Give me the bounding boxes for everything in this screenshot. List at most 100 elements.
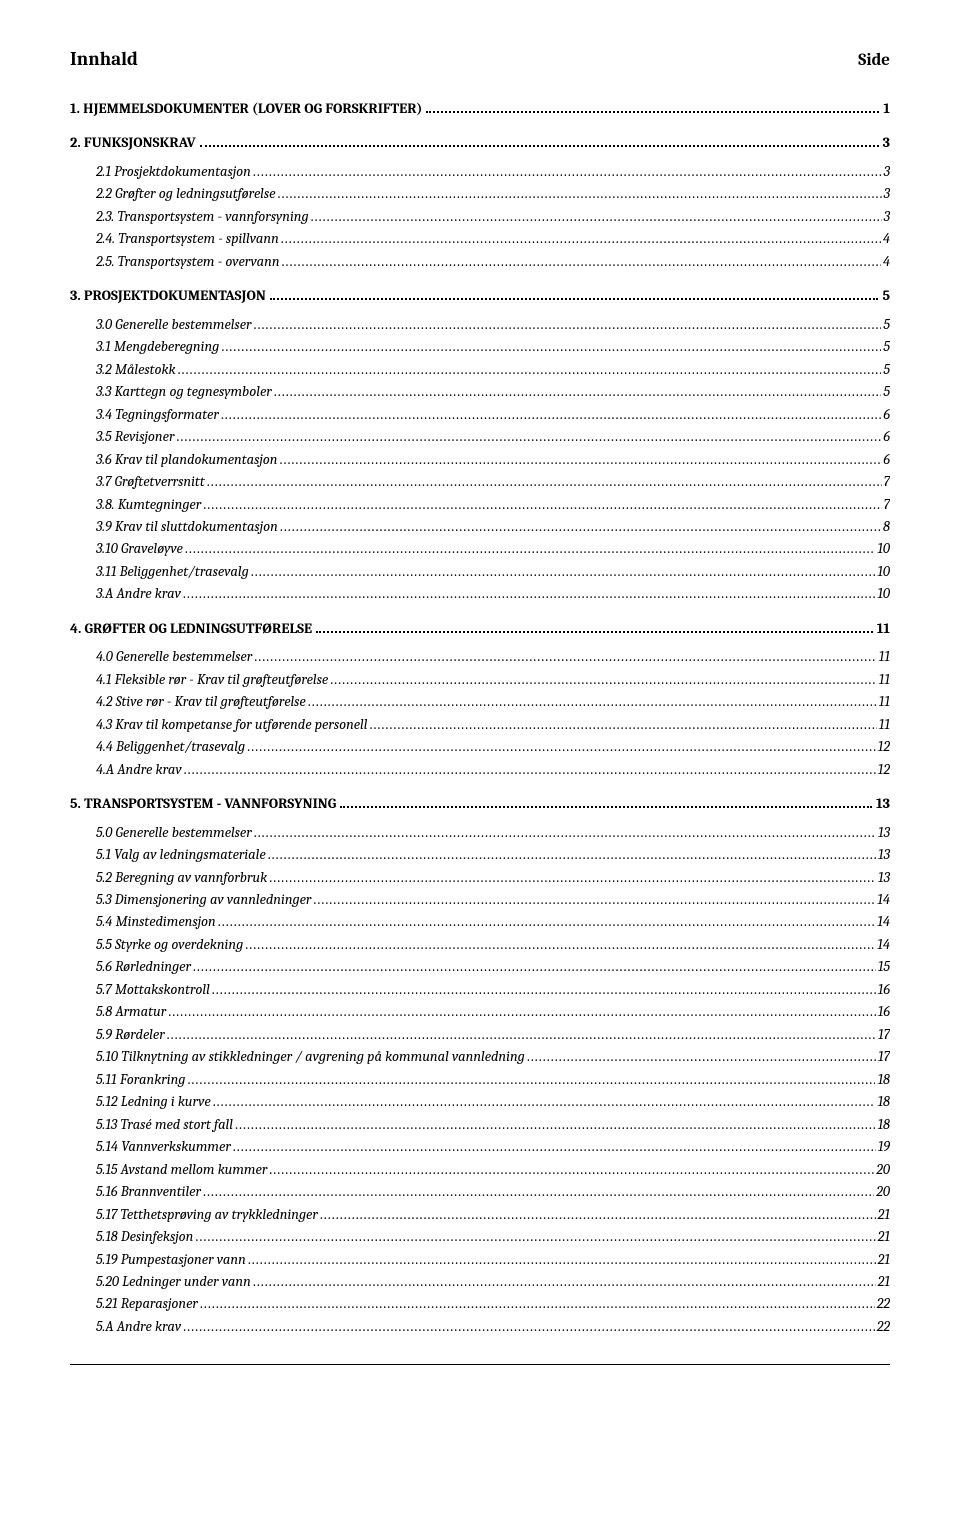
toc-entry-sub[interactable]: 2.4. Transportsystem - spillvann 4 bbox=[70, 228, 890, 250]
toc-entry-sub[interactable]: 3.8. Kumtegninger 7 bbox=[70, 494, 890, 516]
toc-entry-sub[interactable]: 3.0 Generelle bestemmelser 5 bbox=[70, 314, 890, 336]
toc-entry-sub[interactable]: 2.5. Transportsystem - overvann 4 bbox=[70, 251, 890, 273]
toc-leader-dots bbox=[268, 844, 876, 866]
toc-leader-dots bbox=[270, 288, 879, 300]
toc-entry-sub[interactable]: 4.A Andre krav 12 bbox=[70, 759, 890, 781]
toc-entry-sub[interactable]: 5.12 Ledning i kurve 18 bbox=[70, 1091, 890, 1113]
toc-entry-sub[interactable]: 3.2 Målestokk 5 bbox=[70, 359, 890, 381]
toc-entry-top[interactable]: 5. TRANSPORTSYSTEM - VANNFORSYNING 13 bbox=[70, 793, 890, 815]
toc-leader-dots bbox=[221, 404, 882, 426]
toc-entry-sub[interactable]: 5.0 Generelle bestemmelser 13 bbox=[70, 822, 890, 844]
toc-leader-dots bbox=[200, 1293, 875, 1315]
toc-leader-dots bbox=[253, 161, 882, 183]
toc-entry-label: 3.0 Generelle bestemmelser bbox=[96, 314, 251, 336]
toc-entry-sub[interactable]: 5.17 Tetthetsprøving av trykkledninger 2… bbox=[70, 1204, 890, 1226]
toc-entry-label: 4.3 Krav til kompetanse for utførende pe… bbox=[96, 714, 367, 736]
toc-entry-label: 4.0 Generelle bestemmelser bbox=[96, 646, 252, 668]
toc-entry-label: 2.2 Grøfter og ledningsutførelse bbox=[96, 183, 275, 205]
toc-entry-page: 15 bbox=[878, 956, 890, 978]
toc-entry-page: 4 bbox=[883, 251, 890, 273]
toc-entry-sub[interactable]: 4.2 Stive rør - Krav til grøfteutførelse… bbox=[70, 691, 890, 713]
toc-entry-sub[interactable]: 4.1 Fleksible rør - Krav til grøfteutfør… bbox=[70, 669, 890, 691]
toc-entry-sub[interactable]: 5.19 Pumpestasjoner vann 21 bbox=[70, 1249, 890, 1271]
footer-divider bbox=[70, 1364, 890, 1365]
toc-entry-label: 3.5 Revisjoner bbox=[96, 426, 174, 448]
toc-entry-label: 5.20 Ledninger under vann bbox=[96, 1271, 251, 1293]
toc-entry-page: 18 bbox=[877, 1069, 890, 1091]
toc-entry-label: 5.16 Brannventiler bbox=[96, 1181, 201, 1203]
toc-leader-dots bbox=[320, 1204, 876, 1226]
toc-entry-page: 4 bbox=[883, 228, 890, 250]
toc-entry-sub[interactable]: 5.6 Rørledninger 15 bbox=[70, 956, 890, 978]
toc-entry-sub[interactable]: 5.20 Ledninger under vann 21 bbox=[70, 1271, 890, 1293]
toc-entry-sub[interactable]: 3.A Andre krav 10 bbox=[70, 583, 890, 605]
toc-entry-top[interactable]: 1. HJEMMELSDOKUMENTER (LOVER OG FORSKRIF… bbox=[70, 98, 890, 120]
toc-entry-page: 11 bbox=[879, 714, 890, 736]
toc-entry-sub[interactable]: 5.18 Desinfeksjon 21 bbox=[70, 1226, 890, 1248]
toc-entry-page: 17 bbox=[878, 1024, 890, 1046]
toc-entry-sub[interactable]: 5.13 Trasé med stort fall 18 bbox=[70, 1114, 890, 1136]
toc-entry-top[interactable]: 2. FUNKSJONSKRAV 3 bbox=[70, 132, 890, 154]
toc-entry-sub[interactable]: 3.9 Krav til sluttdokumentasjon 8 bbox=[70, 516, 890, 538]
toc-entry-sub[interactable]: 2.3. Transportsystem - vannforsyning 3 bbox=[70, 206, 890, 228]
toc-leader-dots bbox=[282, 251, 881, 273]
toc-leader-dots bbox=[203, 1181, 874, 1203]
toc-entry-label: 3.9 Krav til sluttdokumentasjon bbox=[96, 516, 278, 538]
toc-entry-page: 20 bbox=[876, 1159, 890, 1181]
toc-entry-page: 13 bbox=[876, 793, 890, 815]
toc-entry-sub[interactable]: 3.4 Tegningsformater 6 bbox=[70, 404, 890, 426]
toc-entry-sub[interactable]: 5.10 Tilknytning av stikkledninger / avg… bbox=[70, 1046, 890, 1068]
toc-entry-sub[interactable]: 3.5 Revisjoner 6 bbox=[70, 426, 890, 448]
toc-leader-dots bbox=[233, 1136, 876, 1158]
toc-entry-sub[interactable]: 5.4 Minstedimensjon 14 bbox=[70, 911, 890, 933]
toc-entry-page: 5 bbox=[883, 381, 890, 403]
toc-entry-sub[interactable]: 2.2 Grøfter og ledningsutførelse 3 bbox=[70, 183, 890, 205]
toc-entry-sub[interactable]: 5.9 Rørdeler 17 bbox=[70, 1024, 890, 1046]
toc-entry-sub[interactable]: 2.1 Prosjektdokumentasjon 3 bbox=[70, 161, 890, 183]
toc-entry-sub[interactable]: 5.1 Valg av ledningsmateriale 13 bbox=[70, 844, 890, 866]
toc-entry-label: 5.15 Avstand mellom kummer bbox=[96, 1159, 267, 1181]
toc-entry-sub[interactable]: 3.1 Mengdeberegning 5 bbox=[70, 336, 890, 358]
toc-entry-sub[interactable]: 4.3 Krav til kompetanse for utførende pe… bbox=[70, 714, 890, 736]
toc-entry-sub[interactable]: 3.10 Graveløyve 10 bbox=[70, 538, 890, 560]
toc-entry-sub[interactable]: 4.4 Beliggenhet/trasevalg 12 bbox=[70, 736, 890, 758]
toc-entry-label: 3.10 Graveløyve bbox=[96, 538, 183, 560]
toc-entry-label: 5.10 Tilknytning av stikkledninger / avg… bbox=[96, 1046, 525, 1068]
toc-entry-sub[interactable]: 5.A Andre krav 22 bbox=[70, 1316, 890, 1338]
toc-entry-label: 5.19 Pumpestasjoner vann bbox=[96, 1249, 246, 1271]
toc-entry-sub[interactable]: 5.5 Styrke og overdekning 14 bbox=[70, 934, 890, 956]
toc-leader-dots bbox=[269, 867, 876, 889]
toc-entry-label: 3.1 Mengdeberegning bbox=[96, 336, 219, 358]
toc-entry-page: 19 bbox=[878, 1136, 890, 1158]
toc-leader-dots bbox=[281, 228, 881, 250]
toc-entry-sub[interactable]: 3.3 Karttegn og tegnesymboler 5 bbox=[70, 381, 890, 403]
toc-entry-page: 11 bbox=[879, 669, 890, 691]
toc-entry-sub[interactable]: 5.14 Vannverkskummer 19 bbox=[70, 1136, 890, 1158]
toc-entry-sub[interactable]: 5.2 Beregning av vannforbruk 13 bbox=[70, 867, 890, 889]
toc-entry-sub[interactable]: 5.7 Mottakskontroll 16 bbox=[70, 979, 890, 1001]
toc-entry-page: 20 bbox=[876, 1181, 890, 1203]
toc-entry-sub[interactable]: 3.6 Krav til plandokumentasjon 6 bbox=[70, 449, 890, 471]
toc-entry-label: 5.12 Ledning i kurve bbox=[96, 1091, 211, 1113]
toc-entry-page: 3 bbox=[884, 206, 890, 228]
toc-entry-sub[interactable]: 3.11 Beliggenhet/trasevalg 10 bbox=[70, 561, 890, 583]
toc-entry-page: 13 bbox=[878, 822, 890, 844]
toc-entry-label: 4.4 Beliggenhet/trasevalg bbox=[96, 736, 245, 758]
toc-leader-dots bbox=[195, 1226, 875, 1248]
toc-entry-page: 14 bbox=[877, 934, 890, 956]
toc-entry-sub[interactable]: 5.11 Forankring 18 bbox=[70, 1069, 890, 1091]
toc-entry-label: 5.3 Dimensjonering av vannledninger bbox=[96, 889, 311, 911]
toc-leader-dots bbox=[251, 561, 875, 583]
toc-entry-sub[interactable]: 4.0 Generelle bestemmelser 11 bbox=[70, 646, 890, 668]
toc-entry-sub[interactable]: 5.15 Avstand mellom kummer 20 bbox=[70, 1159, 890, 1181]
toc-leader-dots bbox=[248, 1249, 876, 1271]
toc-entry-top[interactable]: 4. GRØFTER OG LEDNINGSUTFØRELSE 11 bbox=[70, 618, 890, 640]
toc-entry-top[interactable]: 3. PROSJEKTDOKUMENTASJON 5 bbox=[70, 285, 890, 307]
toc-entry-sub[interactable]: 5.16 Brannventiler 20 bbox=[70, 1181, 890, 1203]
toc-entry-sub[interactable]: 3.7 Grøftetverrsnitt 7 bbox=[70, 471, 890, 493]
toc-header: Innhald Side bbox=[70, 48, 890, 70]
toc-entry-page: 16 bbox=[878, 1001, 890, 1023]
toc-entry-sub[interactable]: 5.8 Armatur 16 bbox=[70, 1001, 890, 1023]
toc-entry-sub[interactable]: 5.3 Dimensjonering av vannledninger 14 bbox=[70, 889, 890, 911]
toc-entry-sub[interactable]: 5.21 Reparasjoner 22 bbox=[70, 1293, 890, 1315]
